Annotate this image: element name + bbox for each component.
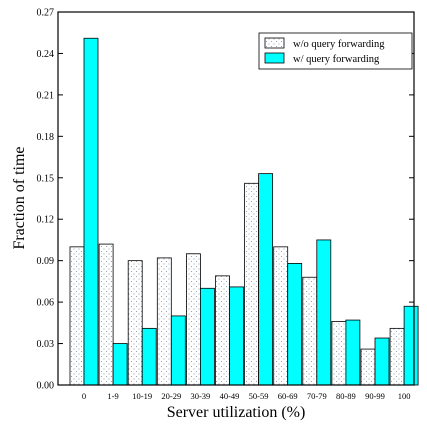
legend-swatch-without-forwarding bbox=[264, 37, 285, 49]
bar-with-forwarding bbox=[258, 173, 274, 386]
bar-with-forwarding bbox=[345, 319, 361, 386]
y-tick-label: 0.09 bbox=[37, 256, 55, 267]
bar-without-forwarding bbox=[215, 275, 230, 386]
legend-label-without-forwarding: w/o query forwarding bbox=[293, 39, 385, 50]
legend: w/o query forwarding w/ query forwarding bbox=[258, 32, 413, 70]
x-axis: 0 1-9 10-19 20-29 30-39 40-49 50-59 60-69 70-79 8… bbox=[82, 391, 411, 401]
legend-swatch-with-forwarding bbox=[264, 52, 285, 64]
x-tick-label: 20-29 bbox=[161, 391, 181, 401]
bar-without-forwarding bbox=[127, 260, 143, 386]
plot-frame bbox=[57, 11, 415, 386]
bar-with-forwarding bbox=[287, 263, 303, 386]
bar-with-forwarding bbox=[141, 327, 157, 386]
x-tick-label: 40-49 bbox=[220, 391, 240, 401]
bar-with-forwarding bbox=[199, 287, 215, 386]
y-tick-label: 0.06 bbox=[37, 298, 55, 309]
x-tick-label: 100 bbox=[398, 391, 411, 401]
x-tick-label: 80-89 bbox=[336, 391, 356, 401]
x-tick-label: 90-99 bbox=[365, 391, 385, 401]
y-tick-label: 0.24 bbox=[37, 49, 55, 60]
bar-without-forwarding bbox=[185, 253, 201, 386]
y-tick-label: 0.00 bbox=[37, 381, 55, 392]
bar-with-forwarding bbox=[316, 239, 332, 386]
bar-without-forwarding bbox=[273, 246, 289, 386]
bar-without-forwarding bbox=[389, 327, 405, 386]
legend-label-with-forwarding: w/ query forwarding bbox=[293, 54, 380, 65]
x-tick-label: 50-59 bbox=[249, 391, 269, 401]
y-tick-label: 0.18 bbox=[37, 132, 55, 143]
bar-without-forwarding bbox=[302, 276, 318, 386]
bar-without-forwarding bbox=[360, 348, 376, 386]
bar-without-forwarding bbox=[244, 182, 260, 386]
y-tick-label: 0.21 bbox=[37, 90, 55, 101]
bar-without-forwarding bbox=[156, 257, 172, 386]
bar-with-forwarding bbox=[83, 37, 99, 386]
x-tick-label: 0 bbox=[82, 391, 86, 401]
bar-without-forwarding bbox=[331, 321, 347, 386]
bar-without-forwarding bbox=[69, 246, 85, 386]
x-axis-title: Server utilization (%) bbox=[167, 404, 306, 421]
y-tick-label: 0.03 bbox=[37, 339, 55, 350]
bar-with-forwarding bbox=[229, 286, 244, 386]
x-tick-label: 60-69 bbox=[278, 391, 298, 401]
x-tick-label: 70-79 bbox=[307, 391, 327, 401]
x-tick-label: 30-39 bbox=[190, 391, 210, 401]
bar-with-forwarding bbox=[112, 343, 128, 386]
y-tick-label: 0.12 bbox=[37, 215, 55, 226]
bar-without-forwarding bbox=[98, 243, 114, 386]
bar-with-forwarding bbox=[374, 337, 390, 386]
y-tick-label: 0.15 bbox=[37, 173, 55, 184]
y-tick-label: 0.27 bbox=[37, 8, 55, 19]
x-tick-label: 10-19 bbox=[132, 391, 152, 401]
bar-with-forwarding bbox=[170, 315, 186, 386]
bar-with-forwarding bbox=[403, 305, 419, 386]
legend-box bbox=[258, 32, 413, 70]
bars-group bbox=[69, 37, 419, 386]
y-axis-title: Fraction of time bbox=[11, 146, 28, 249]
x-tick-label: 1-9 bbox=[107, 391, 118, 401]
